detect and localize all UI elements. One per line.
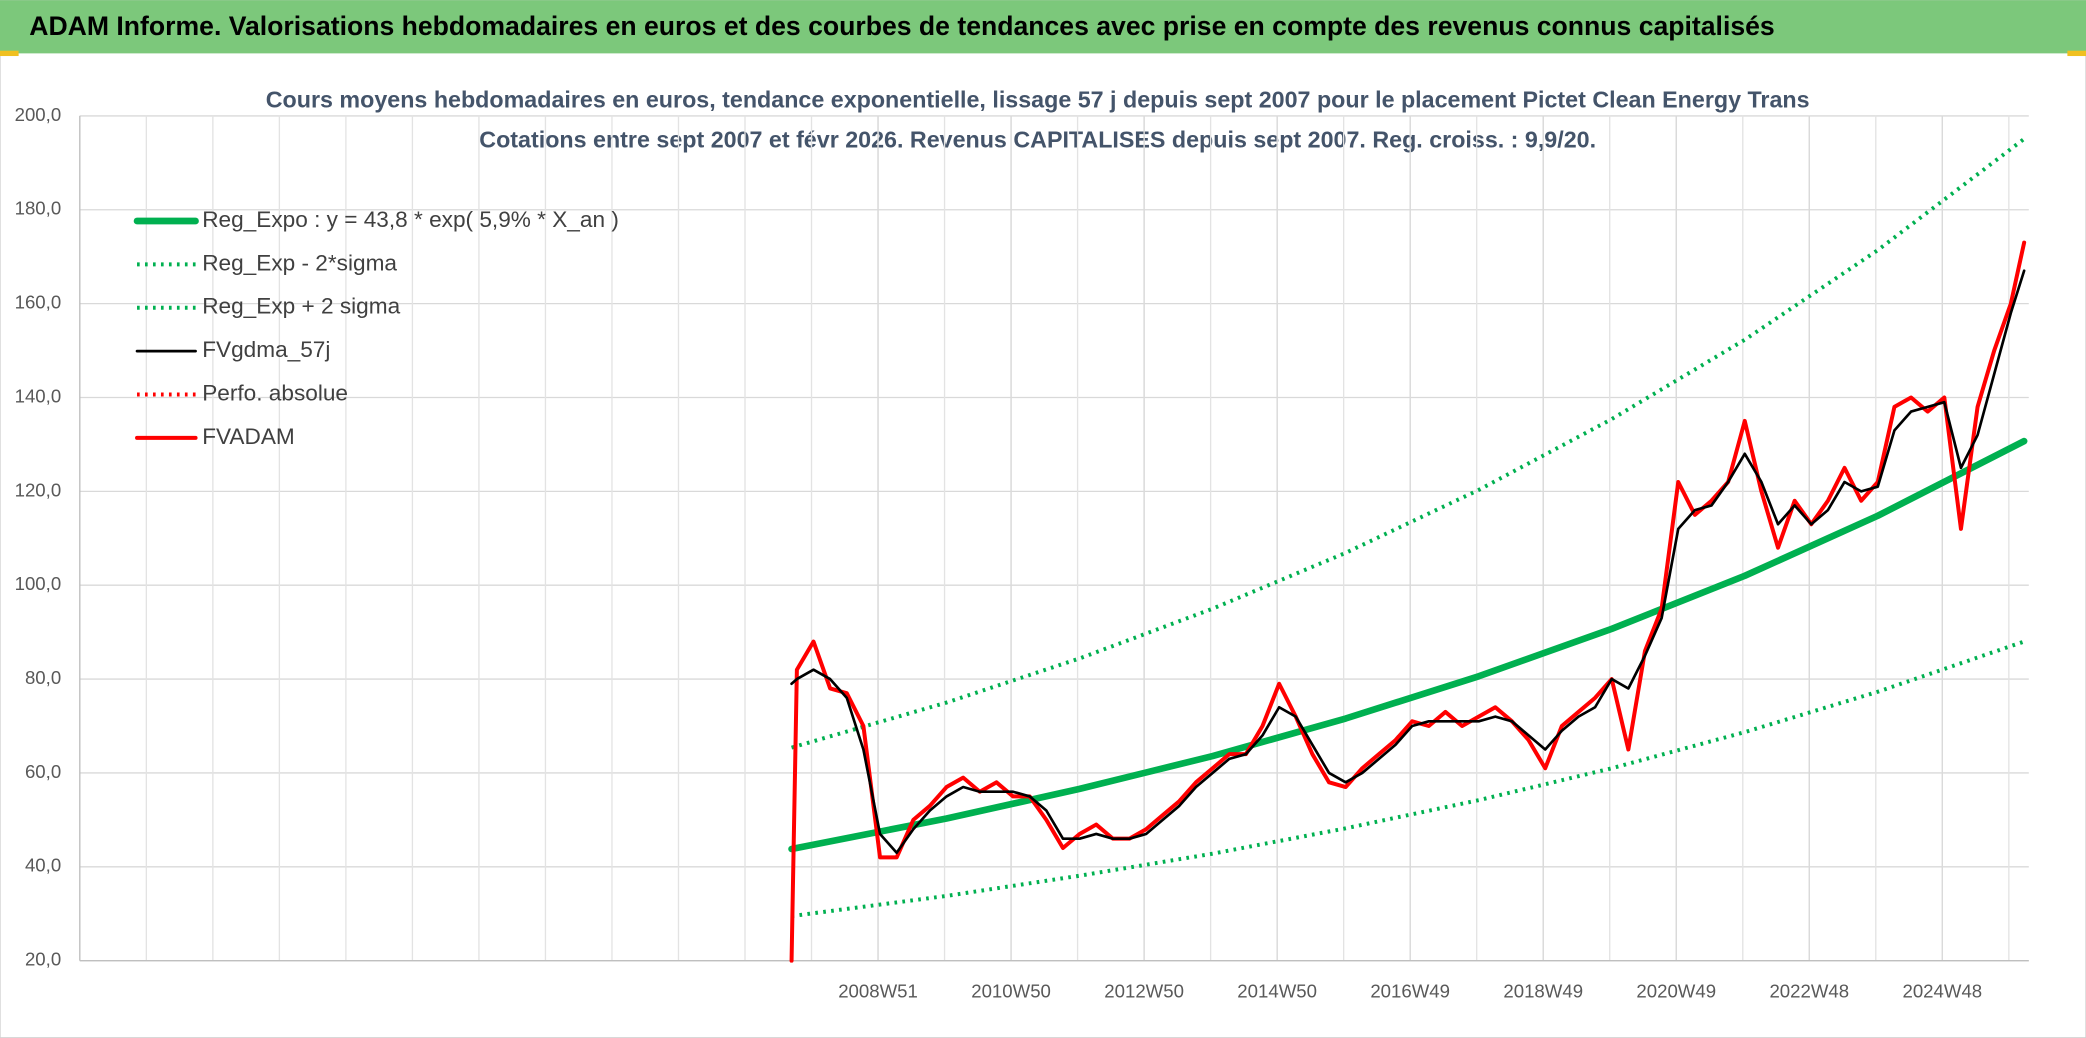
x-tick-label: 2010W50 (971, 981, 1051, 1002)
y-tick-label: 40,0 (25, 855, 61, 876)
legend-label: Reg_Exp - 2*sigma (202, 250, 397, 275)
legend-label: Reg_Expo : y = 43,8 * exp( 5,9% * X_an ) (202, 207, 619, 232)
series-line (791, 137, 2026, 750)
chart-title: ADAM Informe. Valorisations hebdomadaire… (29, 11, 1774, 41)
series-line (791, 639, 2025, 919)
x-tick-label: 2008W51 (838, 981, 918, 1002)
x-tick-label: 2022W48 (1769, 981, 1849, 1002)
y-tick-label: 100,0 (15, 573, 62, 594)
y-tick-label: 140,0 (15, 385, 62, 406)
legend-label: Perfo. absolue (202, 380, 348, 405)
x-tick-label: 2016W49 (1370, 981, 1450, 1002)
legend-label: Reg_Exp + 2 sigma (202, 294, 400, 319)
x-tick-label: 2024W48 (1902, 981, 1982, 1002)
y-tick-label: 120,0 (15, 479, 62, 500)
x-tick-label: 2012W50 (1104, 981, 1184, 1002)
y-tick-label: 180,0 (15, 198, 62, 219)
y-tick-label: 20,0 (25, 949, 61, 970)
chart-subtitle: Cotations entre sept 2007 et févr 2026. … (479, 126, 1596, 152)
legend-label: FVgdma_57j (202, 337, 330, 362)
corner-mark (0, 50, 19, 57)
header-bar (0, 0, 2086, 54)
series-line (789, 240, 2027, 963)
chart-subtitle: Cours moyens hebdomadaires en euros, ten… (266, 86, 1810, 112)
y-tick-label: 60,0 (25, 761, 61, 782)
x-tick-label: 2018W49 (1503, 981, 1583, 1002)
y-tick-label: 80,0 (25, 667, 61, 688)
y-tick-label: 200,0 (15, 104, 62, 125)
legend-label: FVADAM (202, 424, 295, 449)
series-line (790, 269, 2026, 855)
y-tick-label: 160,0 (15, 292, 62, 313)
x-tick-label: 2020W49 (1636, 981, 1716, 1002)
x-tick-label: 2014W50 (1237, 981, 1317, 1002)
corner-mark (2067, 50, 2086, 57)
series-line (788, 437, 2028, 853)
